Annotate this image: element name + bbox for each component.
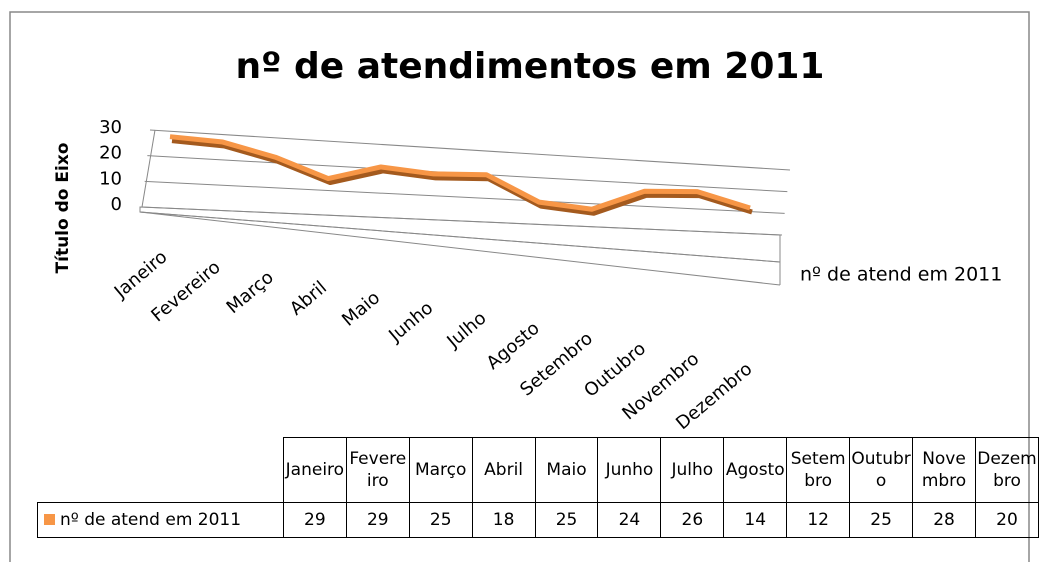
table-cell: 26 <box>660 502 725 538</box>
table-cell: Maio <box>534 437 599 503</box>
table-cell: 28 <box>912 502 976 538</box>
y-tick-label: 30 <box>99 117 122 138</box>
x-tick-label: Maio <box>338 287 384 330</box>
line-series <box>169 134 751 212</box>
series-name: nº de atend em 2011 <box>60 510 242 530</box>
table-cell: Abril <box>471 437 536 503</box>
y-tick-label: 20 <box>99 143 122 164</box>
table-cell: Julho <box>660 437 725 503</box>
table-cell: Fevereiro <box>345 437 410 503</box>
x-tick-label: Julho <box>442 308 490 353</box>
y-axis-title: Título do Eixo <box>53 143 73 274</box>
x-tick-label: Agosto <box>483 318 544 374</box>
table-cell: 29 <box>345 502 410 538</box>
x-tick-label: Junho <box>384 297 437 346</box>
chart-title: nº de atendimentos em 2011 <box>236 46 825 87</box>
table-cell <box>38 438 284 503</box>
table-cell: 18 <box>471 502 536 538</box>
table-cell: nº de atend em 2011 <box>37 502 284 538</box>
floor <box>139 206 781 263</box>
table-row: nº de atend em 2011 29 29 25 18 25 24 26 14 12 25 2… <box>37 502 1039 538</box>
legend-label: nº de atend em 2011 <box>800 264 1002 286</box>
grid-line <box>149 129 791 171</box>
x-tick-label: Abril <box>286 277 331 320</box>
table-cell: Setembro <box>786 437 851 503</box>
table-cell: Novembro <box>912 437 976 503</box>
x-tick-label: Janeiro <box>110 247 172 303</box>
y-tick-label: 0 <box>111 194 122 215</box>
y-tick-label: 10 <box>99 168 122 189</box>
data-table: Janeiro Fevereiro Março Abril Maio Junho Julho… <box>37 437 1039 538</box>
table-cell: Outubro <box>849 437 914 503</box>
x-tick-label: Março <box>223 267 278 318</box>
table-cell: 24 <box>597 502 662 538</box>
table-cell: 29 <box>282 502 347 538</box>
table-cell: Dezembro <box>974 437 1039 503</box>
table-cell: 25 <box>408 502 473 538</box>
table-cell: 20 <box>974 502 1039 538</box>
grid-line <box>141 206 783 236</box>
grid-line <box>144 180 785 214</box>
floor-edge <box>139 211 781 263</box>
table-cell: Agosto <box>723 437 788 503</box>
line-shadow <box>171 138 753 216</box>
table-header: Janeiro Fevereiro Março Abril Maio Junho Julho… <box>38 437 1039 503</box>
table-cell: 25 <box>534 502 599 538</box>
legend-swatch <box>44 514 55 525</box>
floor-edge <box>139 211 781 286</box>
y-axis <box>141 129 156 208</box>
table-cell: Janeiro <box>282 437 347 503</box>
table-cell: 14 <box>723 502 788 538</box>
table-cell: 25 <box>849 502 914 538</box>
table-cell: Junho <box>597 437 662 503</box>
chart-border <box>9 11 1030 562</box>
table-cell: Março <box>408 437 473 503</box>
table-cell: 12 <box>786 502 851 538</box>
